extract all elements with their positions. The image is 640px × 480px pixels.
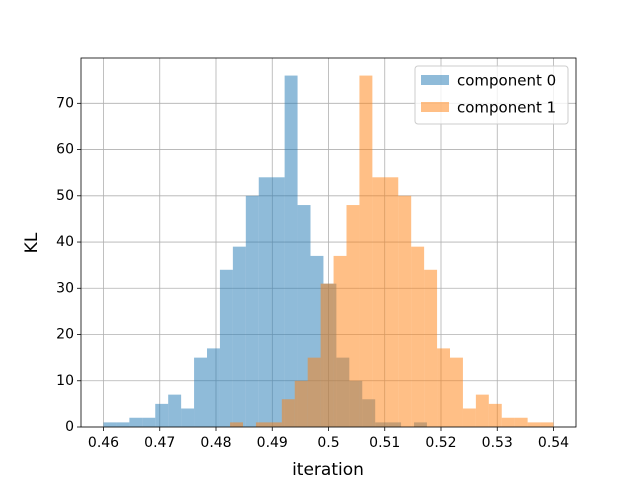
plot-frame (80, 57, 577, 428)
histogram-bar (168, 394, 182, 427)
histogram-bar (411, 246, 425, 427)
histogram-bar (232, 246, 246, 427)
y-tick-label: 60 (56, 142, 74, 158)
histogram-bar (346, 205, 360, 427)
legend-swatch (421, 75, 449, 85)
histogram-bar (281, 399, 295, 427)
y-tick-label: 30 (56, 280, 74, 296)
y-tick-label: 50 (56, 188, 74, 204)
histogram-bar (398, 195, 412, 427)
histogram-bar (475, 394, 489, 427)
histogram-bar (245, 195, 259, 427)
histogram-bar (255, 422, 269, 427)
histogram-bar (258, 177, 272, 427)
legend-swatch (421, 102, 449, 112)
y-tick-label: 40 (56, 234, 74, 250)
histogram-bar (424, 269, 438, 427)
histogram-bar (372, 177, 386, 427)
histogram-bar (194, 357, 207, 427)
histogram-bar (359, 75, 373, 428)
histogram-bar (207, 348, 220, 427)
histogram-bar (501, 417, 515, 427)
histogram-bar (271, 177, 285, 427)
x-tick-label: 0.49 (257, 435, 288, 451)
x-axis-label: iteration (292, 460, 364, 480)
histogram-bar (527, 422, 541, 427)
x-tick-label: 0.46 (88, 435, 119, 451)
histogram-bar (142, 417, 156, 427)
y-tick-label: 0 (65, 419, 74, 435)
histogram-bar (320, 283, 334, 427)
histogram-bar (268, 422, 282, 427)
x-tick-label: 0.5 (317, 435, 339, 451)
histogram-bar (450, 357, 463, 427)
y-tick-label: 20 (56, 327, 74, 343)
x-tick-label: 0.54 (538, 435, 569, 451)
x-tick-label: 0.52 (425, 435, 456, 451)
legend-label: component 1 (457, 99, 556, 117)
histogram-bar (333, 255, 347, 427)
x-tick-label: 0.53 (482, 435, 513, 451)
histogram-bar (514, 417, 528, 427)
histogram-bar (462, 408, 476, 427)
histogram-bar (294, 380, 308, 427)
x-tick-label: 0.47 (144, 435, 175, 451)
histogram-bar (116, 422, 130, 427)
histogram-bar (284, 75, 298, 428)
histogram-bar (540, 422, 554, 427)
histogram-bar (129, 417, 143, 427)
legend-box (414, 65, 569, 125)
y-tick-label: 10 (56, 373, 74, 389)
histogram-bar (385, 177, 399, 427)
histogram-bar (155, 403, 169, 427)
y-tick-label: 70 (56, 95, 74, 111)
histogram-bar (181, 408, 195, 427)
histogram-bar (103, 422, 117, 427)
y-axis-label: KL (22, 232, 42, 253)
histogram-bar (307, 357, 321, 427)
histogram-bar (437, 348, 450, 427)
legend-label: component 0 (457, 72, 556, 90)
histogram-bar (230, 422, 243, 427)
x-tick-label: 0.48 (200, 435, 231, 451)
x-tick-label: 0.51 (369, 435, 400, 451)
histogram-bar (297, 205, 311, 427)
histogram-bar (219, 269, 233, 427)
histogram-bar (488, 403, 502, 427)
